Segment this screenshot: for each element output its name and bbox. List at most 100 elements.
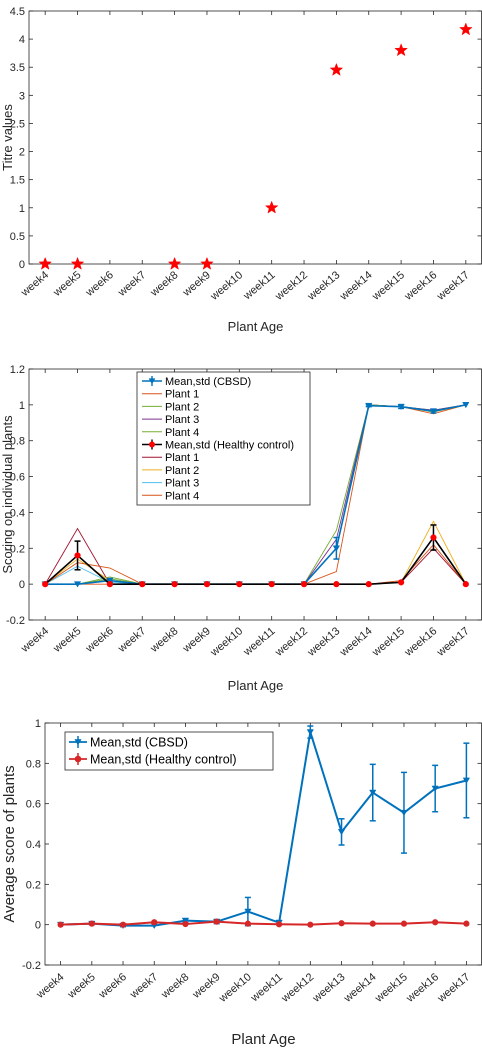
y-tick-label: 1 (19, 400, 25, 412)
x-tick-label: week13 (305, 269, 343, 303)
y-tick-label: 2.5 (10, 118, 25, 130)
data-marker (181, 917, 190, 925)
y-tick-label: 0.6 (10, 472, 25, 484)
data-point-star (200, 256, 214, 270)
y-tick-label: 1.5 (10, 175, 25, 187)
data-marker (42, 581, 49, 588)
x-tick-label: week12 (272, 269, 310, 303)
y-axis-label: Scoring on individual plants (0, 415, 15, 574)
data-marker (106, 577, 114, 584)
legend-entry: Plant 1 (165, 452, 199, 464)
x-tick-label: week9 (180, 625, 213, 655)
x-tick-label: week7 (127, 971, 160, 1001)
data-marker (236, 581, 243, 588)
data-marker (203, 581, 211, 588)
data-marker (73, 581, 82, 588)
data-marker (268, 581, 275, 588)
x-tick-label: week14 (341, 971, 379, 1005)
x-axis-label: Plant Age (228, 319, 284, 334)
x-tick-label: week16 (402, 625, 440, 659)
data-point-star (394, 43, 408, 57)
y-tick-label: 0.4 (26, 839, 41, 851)
x-tick-label: week15 (372, 971, 410, 1005)
data-point-star (38, 256, 53, 270)
legend-marker (74, 739, 82, 746)
x-axis-label: Plant Age (228, 678, 284, 693)
legend-entry: Mean,std (Healthy control) (165, 440, 294, 452)
x-tick-label: week11 (248, 971, 285, 1005)
data-marker (337, 829, 346, 836)
data-marker (338, 920, 345, 927)
legend-box (64, 731, 274, 771)
data-point-star (458, 22, 473, 36)
x-tick-label: week10 (208, 625, 246, 659)
legend-marker (148, 378, 156, 385)
legend-entry: Plant 3 (165, 414, 199, 426)
data-marker (365, 402, 373, 410)
data-marker (182, 920, 189, 928)
y-tick-label: -0.2 (6, 615, 25, 627)
data-marker (306, 729, 314, 736)
y-tick-label: 1 (35, 718, 41, 730)
data-point-star (329, 62, 344, 76)
x-tick-label: week11 (241, 269, 278, 303)
y-tick-label: 3 (19, 90, 25, 102)
legend-entry: Plant 3 (165, 478, 199, 490)
data-marker (300, 581, 308, 588)
legend-entry: Mean,std (Healthy control) (90, 753, 237, 767)
data-marker (430, 534, 437, 541)
x-tick-label: week16 (402, 269, 440, 303)
data-marker (431, 785, 439, 792)
x-tick-label: week15 (370, 625, 408, 659)
legend-marker (149, 441, 155, 448)
data-marker (213, 918, 220, 925)
x-tick-label: week5 (51, 625, 84, 655)
x-tick-label: week12 (272, 625, 310, 659)
x-tick-label: week6 (83, 625, 116, 655)
x-tick-label: week14 (337, 625, 375, 659)
x-tick-label: week12 (279, 971, 317, 1005)
data-marker (462, 777, 471, 784)
data-marker (333, 581, 340, 588)
legend-entry: Plant 1 (165, 389, 199, 401)
data-marker (171, 581, 178, 588)
x-tick-label: week13 (305, 625, 343, 659)
data-marker (88, 920, 95, 927)
y-tick-label: 0.2 (26, 879, 41, 891)
x-tick-label: week17 (435, 971, 473, 1005)
x-tick-label: week14 (337, 269, 375, 303)
data-marker (119, 921, 127, 928)
plot-area-1 (28, 10, 482, 265)
data-marker (244, 908, 252, 915)
y-tick-label: 0.8 (26, 758, 41, 770)
data-marker (432, 919, 439, 926)
series-line (44, 536, 467, 585)
data-marker (397, 403, 405, 411)
legend-entry: Plant 2 (165, 465, 199, 477)
x-tick-label: week8 (159, 971, 192, 1001)
data-point-star (167, 256, 182, 270)
y-tick-label: 1 (19, 203, 25, 215)
data-marker (398, 579, 405, 586)
data-marker (106, 581, 113, 588)
x-tick-label: week5 (65, 971, 98, 1001)
data-marker (369, 789, 377, 796)
y-tick-label: 0 (19, 579, 25, 591)
data-point-star (264, 200, 279, 214)
x-tick-label: week10 (208, 269, 246, 303)
x-tick-label: week15 (370, 269, 408, 303)
legend-entry: Plant 4 (165, 427, 199, 439)
x-tick-label: week17 (434, 625, 472, 659)
data-marker (462, 581, 469, 588)
y-tick-label: 1.2 (10, 364, 25, 376)
legend-entry: Plant 4 (165, 490, 199, 502)
data-marker (400, 920, 408, 927)
legend-box (136, 371, 311, 506)
y-tick-label: 0 (35, 920, 41, 932)
x-tick-label: week10 (216, 971, 254, 1005)
y-tick-label: 0.8 (10, 436, 25, 448)
x-tick-label: week5 (51, 269, 84, 299)
y-axis-label: Titre values (0, 104, 15, 171)
legend-entry: Plant 2 (165, 401, 199, 413)
y-tick-label: 0.6 (26, 799, 41, 811)
